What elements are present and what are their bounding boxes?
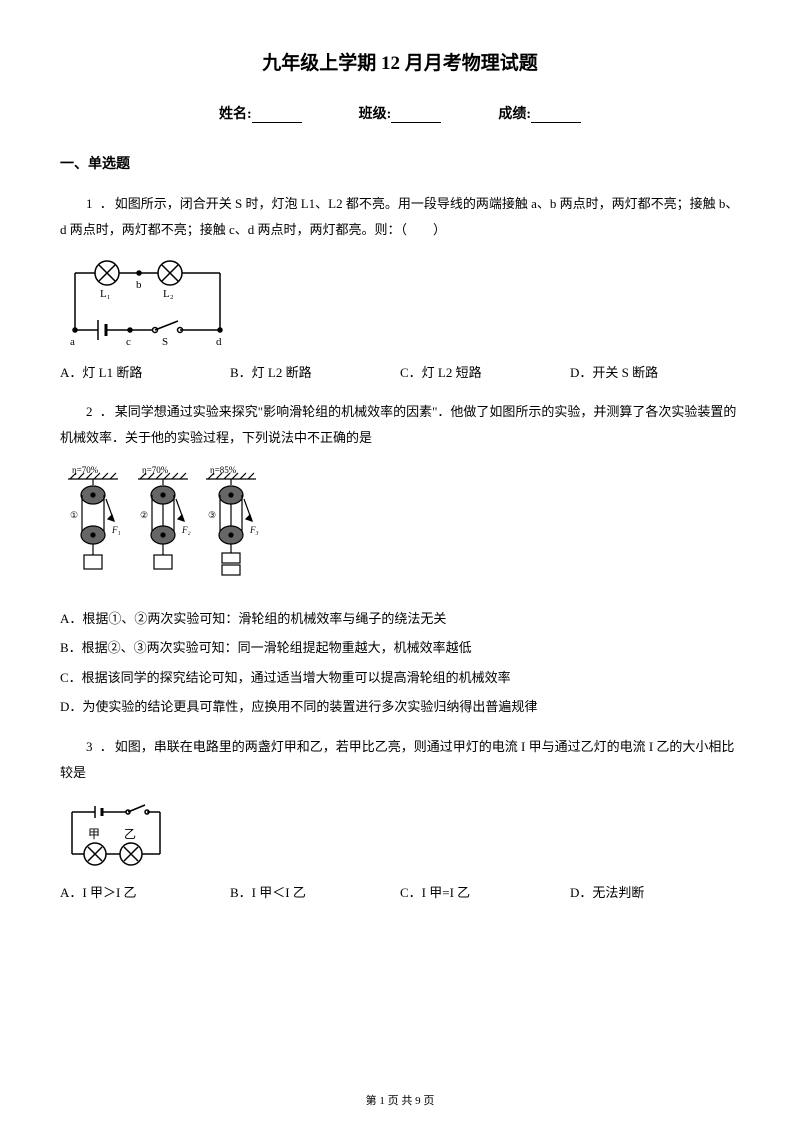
q3-figure: 甲 乙 — [60, 798, 740, 870]
svg-text:a: a — [70, 336, 75, 348]
q2-optB: B．根据②、③两次实验可知：同一滑轮组提起物重越大，机械效率越低 — [60, 634, 740, 661]
name-blank — [252, 109, 302, 123]
q3-optD: D．无法判断 — [570, 882, 740, 901]
svg-text:d: d — [216, 336, 222, 348]
question-3: 3 ．如图，串联在电路里的两盏灯甲和乙，若甲比乙亮，则通过甲灯的电流 I 甲与通… — [60, 734, 740, 786]
q1-optA: A．灯 L1 断路 — [60, 362, 230, 381]
q2-figure: η=70% η=70% η=85% — [60, 463, 740, 593]
q1-optB: B．灯 L2 断路 — [230, 362, 400, 381]
svg-text:F₁: F₁ — [111, 525, 121, 535]
svg-text:F₃: F₃ — [249, 525, 259, 535]
section-title: 一、单选题 — [60, 153, 740, 173]
class-label: 班级: — [359, 107, 392, 122]
q1-num: 1 ． — [86, 196, 115, 211]
q1-figure: L₁ b L₂ a c S d — [60, 255, 740, 350]
q2-optD: D．为使实验的结论更具可靠性，应换用不同的装置进行多次实验归纳得出普遍规律 — [60, 693, 740, 720]
svg-text:乙: 乙 — [124, 827, 136, 841]
q3-text: 如图，串联在电路里的两盏灯甲和乙，若甲比乙亮，则通过甲灯的电流 I 甲与通过乙灯… — [60, 739, 734, 780]
question-2: 2 ．某同学想通过实验来探究"影响滑轮组的机械效率的因素"．他做了如图所示的实验… — [60, 399, 740, 451]
q2-num: 2 ． — [86, 404, 115, 419]
svg-text:b: b — [136, 279, 142, 291]
svg-text:③: ③ — [208, 510, 216, 520]
svg-text:c: c — [126, 336, 131, 348]
q1-optD: D．开关 S 断路 — [570, 362, 740, 381]
score-label: 成绩: — [498, 107, 531, 122]
q3-optC: C．I 甲=I 乙 — [400, 882, 570, 901]
q2-optA: A．根据①、②两次实验可知：滑轮组的机械效率与绳子的绕法无关 — [60, 605, 740, 632]
svg-text:②: ② — [140, 510, 148, 520]
q3-options: A．I 甲＞I 乙 B．I 甲＜I 乙 C．I 甲=I 乙 D．无法判断 — [60, 882, 740, 901]
q2-optC: C．根据该同学的探究结论可知，通过适当增大物重可以提高滑轮组的机械效率 — [60, 664, 740, 691]
q3-optB: B．I 甲＜I 乙 — [230, 882, 400, 901]
question-1: 1 ．如图所示，闭合开关 S 时，灯泡 L1、L2 都不亮。用一段导线的两端接触… — [60, 191, 740, 243]
svg-text:甲: 甲 — [88, 827, 100, 841]
q3-optA: A．I 甲＞I 乙 — [60, 882, 230, 901]
name-label: 姓名: — [219, 107, 252, 122]
svg-text:①: ① — [70, 510, 78, 520]
q1-optC: C．灯 L2 短路 — [400, 362, 570, 381]
class-blank — [391, 109, 441, 123]
svg-text:S: S — [162, 336, 168, 348]
score-blank — [531, 109, 581, 123]
info-line: 姓名: 班级: 成绩: — [60, 103, 740, 123]
q1-options: A．灯 L1 断路 B．灯 L2 断路 C．灯 L2 短路 D．开关 S 断路 — [60, 362, 740, 381]
svg-text:L₂: L₂ — [163, 288, 174, 300]
exam-title: 九年级上学期 12 月月考物理试题 — [60, 48, 740, 75]
svg-text:L₁: L₁ — [100, 288, 111, 300]
page-footer: 第 1 页 共 9 页 — [0, 1092, 800, 1108]
q2-options: A．根据①、②两次实验可知：滑轮组的机械效率与绳子的绕法无关 B．根据②、③两次… — [60, 605, 740, 720]
svg-text:F₂: F₂ — [181, 525, 191, 535]
q3-num: 3 ． — [86, 739, 115, 754]
q1-text: 如图所示，闭合开关 S 时，灯泡 L1、L2 都不亮。用一段导线的两端接触 a、… — [60, 196, 738, 237]
q2-text: 某同学想通过实验来探究"影响滑轮组的机械效率的因素"．他做了如图所示的实验，并测… — [60, 404, 736, 445]
